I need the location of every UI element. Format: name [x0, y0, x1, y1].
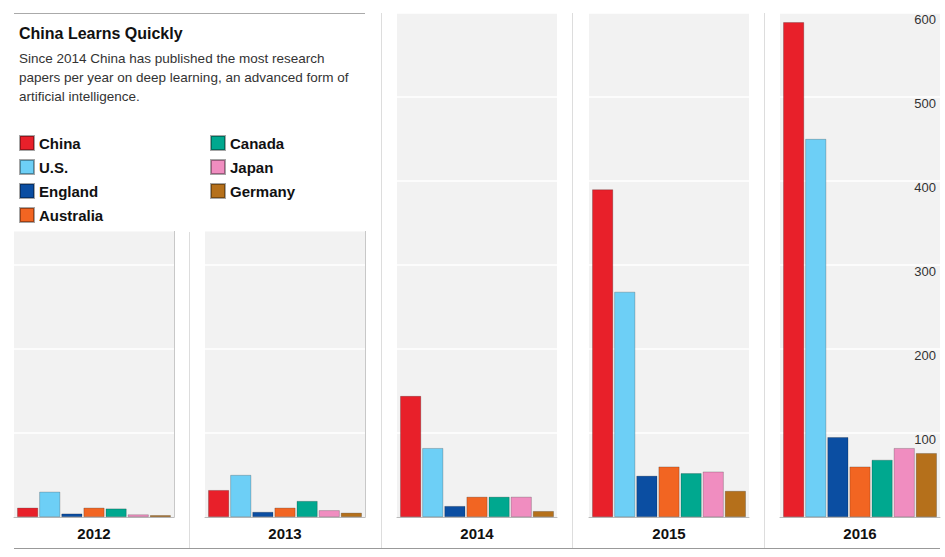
svg-text:Since 2014 China has published: Since 2014 China has published the most …: [19, 51, 328, 66]
svg-text:artificial intelligence.: artificial intelligence.: [19, 89, 140, 104]
svg-text:2016: 2016: [843, 525, 876, 542]
svg-text:200: 200: [914, 348, 936, 363]
svg-text:China: China: [39, 135, 81, 152]
svg-text:100: 100: [914, 432, 936, 447]
svg-text:papers per year on deep learni: papers per year on deep learning, an adv…: [19, 70, 352, 85]
svg-text:2013: 2013: [268, 525, 301, 542]
svg-text:Australia: Australia: [39, 207, 104, 224]
svg-text:300: 300: [914, 264, 936, 279]
svg-text:China Learns Quickly: China Learns Quickly: [19, 25, 183, 42]
svg-text:500: 500: [914, 96, 936, 111]
svg-text:England: England: [39, 183, 98, 200]
svg-text:2012: 2012: [77, 525, 110, 542]
svg-text:Japan: Japan: [230, 159, 273, 176]
svg-text:2015: 2015: [652, 525, 685, 542]
svg-text:U.S.: U.S.: [39, 159, 68, 176]
svg-text:400: 400: [914, 180, 936, 195]
svg-text:600: 600: [914, 12, 936, 27]
svg-text:Germany: Germany: [230, 183, 296, 200]
svg-text:Canada: Canada: [230, 135, 285, 152]
svg-text:2014: 2014: [460, 525, 494, 542]
